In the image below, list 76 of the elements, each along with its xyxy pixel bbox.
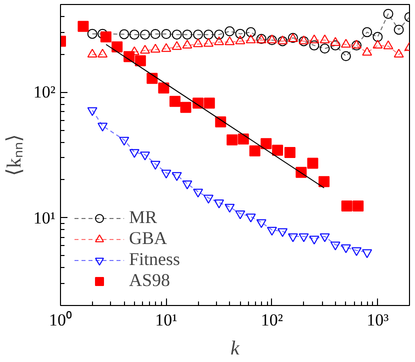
point bbox=[235, 28, 246, 39]
point bbox=[119, 136, 130, 146]
point bbox=[203, 194, 214, 204]
point bbox=[161, 29, 172, 39]
x-tick-label: 10⁰ bbox=[49, 310, 72, 330]
x-tick-label: 10³ bbox=[366, 310, 389, 330]
point bbox=[330, 40, 340, 50]
point bbox=[161, 170, 172, 179]
point bbox=[309, 40, 320, 50]
point bbox=[246, 34, 256, 44]
point bbox=[352, 247, 362, 256]
point bbox=[307, 158, 318, 169]
point bbox=[129, 30, 140, 40]
point bbox=[372, 40, 383, 49]
y-axis-title: ⟨kₙₙ⟩ bbox=[3, 134, 26, 176]
point bbox=[309, 34, 320, 44]
point bbox=[224, 26, 235, 36]
legend-label: AS98 bbox=[129, 270, 170, 291]
point bbox=[140, 152, 150, 160]
point bbox=[320, 34, 330, 44]
point bbox=[182, 40, 192, 49]
point bbox=[340, 244, 351, 254]
point bbox=[362, 249, 372, 258]
point bbox=[193, 38, 204, 48]
point bbox=[214, 30, 224, 40]
point bbox=[235, 210, 246, 220]
x-tick-label: 10¹ bbox=[155, 310, 178, 330]
point bbox=[298, 233, 309, 242]
point bbox=[288, 233, 298, 242]
point bbox=[362, 46, 372, 56]
point bbox=[394, 48, 404, 58]
point bbox=[172, 172, 182, 181]
point bbox=[246, 27, 256, 38]
point bbox=[150, 44, 160, 53]
point bbox=[235, 36, 246, 44]
x-tick-label: 10² bbox=[260, 310, 284, 330]
point bbox=[372, 32, 383, 42]
legend-label: GBA bbox=[129, 228, 168, 249]
point bbox=[330, 242, 340, 250]
point bbox=[362, 27, 372, 38]
point bbox=[256, 219, 266, 228]
point bbox=[182, 180, 192, 190]
point bbox=[214, 36, 224, 46]
point bbox=[129, 149, 140, 158]
point bbox=[394, 24, 404, 35]
point bbox=[266, 226, 277, 236]
point bbox=[140, 44, 150, 54]
point bbox=[309, 236, 320, 244]
point bbox=[140, 30, 150, 40]
point bbox=[203, 30, 214, 40]
point bbox=[224, 36, 235, 46]
point bbox=[318, 176, 330, 188]
point bbox=[193, 188, 204, 198]
point bbox=[203, 38, 214, 47]
point bbox=[320, 233, 330, 242]
point bbox=[150, 160, 160, 170]
point bbox=[172, 30, 182, 40]
point bbox=[214, 200, 224, 208]
point bbox=[320, 44, 330, 54]
x-axis-title: k bbox=[230, 338, 241, 360]
point bbox=[278, 228, 288, 238]
point bbox=[150, 29, 160, 39]
point bbox=[161, 43, 172, 52]
legend-label: MR bbox=[129, 207, 158, 228]
legend-label: Fitness bbox=[129, 249, 180, 270]
point bbox=[246, 214, 256, 222]
point bbox=[182, 30, 192, 40]
point bbox=[172, 41, 182, 50]
point bbox=[383, 8, 394, 19]
point bbox=[340, 51, 351, 62]
point bbox=[224, 204, 235, 213]
point bbox=[340, 38, 351, 48]
point bbox=[119, 29, 130, 40]
point bbox=[383, 40, 394, 50]
point bbox=[330, 37, 340, 46]
point bbox=[193, 30, 204, 40]
